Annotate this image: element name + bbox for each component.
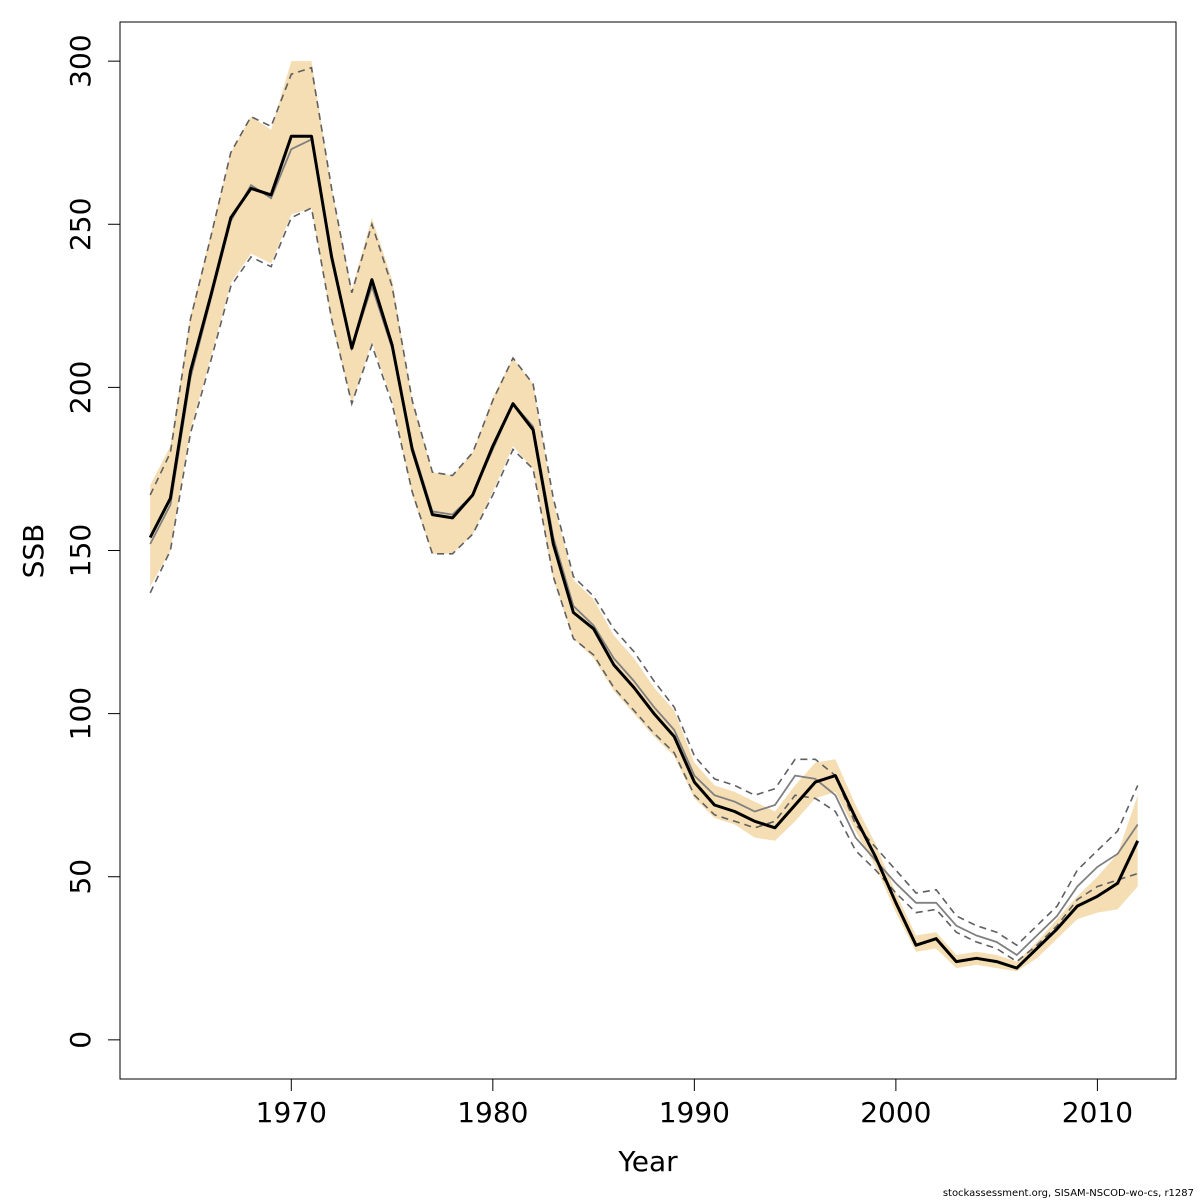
confidence-band [150, 61, 1138, 972]
x-tick-label: 1980 [457, 1096, 528, 1129]
estimate-series-layer [148, 134, 1140, 970]
y-axis-title: SSB [17, 524, 50, 579]
y-tick-label: 50 [64, 859, 97, 895]
y-axis: 0 50 100 150 200 250 300 [64, 34, 121, 1049]
x-tick-label: 2000 [860, 1096, 931, 1129]
y-tick-label: 250 [64, 198, 97, 251]
y-tick-label: 100 [64, 687, 97, 740]
x-tick-label: 2010 [1062, 1096, 1133, 1129]
comparison-estimate-line [149, 138, 1139, 957]
confidence-band-layer [150, 61, 1138, 972]
y-tick-label: 0 [64, 1031, 97, 1049]
comparison-lower-ci-line [149, 206, 1138, 963]
y-tick-label: 300 [64, 34, 97, 87]
x-tick-label: 1970 [256, 1096, 327, 1129]
comparison-upper-ci-line [149, 66, 1139, 947]
y-tick-label: 200 [64, 361, 97, 414]
footnote: stockassessment.org, SISAM-NSCOD-wo-cs, … [943, 1188, 1194, 1199]
y-tick-label: 150 [64, 524, 97, 577]
x-axis-title: Year [617, 1145, 678, 1178]
x-tick-label: 1990 [659, 1096, 730, 1129]
ssb-estimate-line [148, 134, 1140, 970]
x-axis: 1970 1980 1990 2000 2010 [256, 1078, 1133, 1129]
